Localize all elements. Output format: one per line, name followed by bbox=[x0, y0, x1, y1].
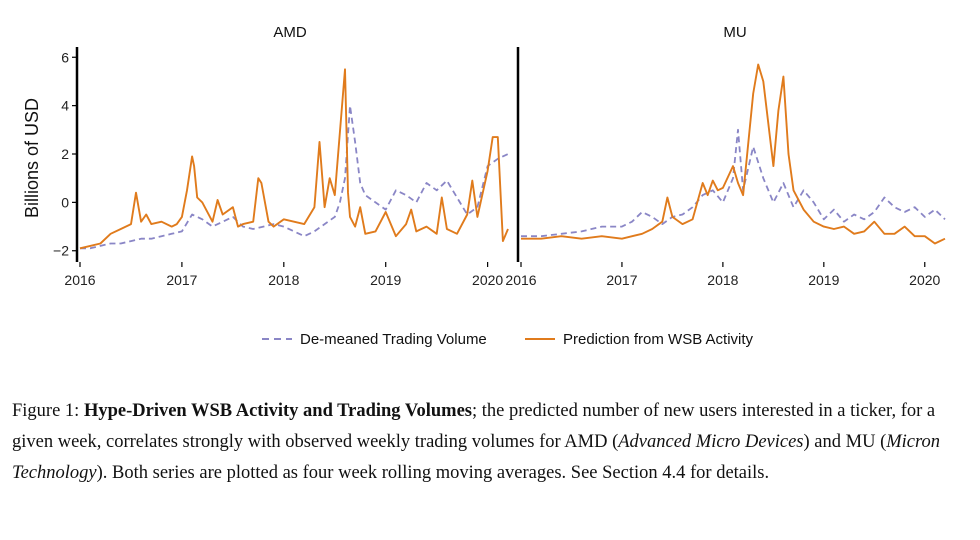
caption-prefix: Figure 1: bbox=[12, 401, 84, 421]
amd-prediction-line bbox=[79, 68, 509, 250]
caption-text-3: ). Both series are plotted as four week … bbox=[96, 463, 770, 483]
legend-volume-label: De-meaned Trading Volume bbox=[300, 331, 487, 348]
caption-text-1: ; the predicted number of new users inte… bbox=[12, 401, 936, 452]
mu-prediction-line bbox=[521, 63, 946, 245]
caption-text-2: ) and MU ( bbox=[803, 432, 887, 452]
figure: AMD Billions of USD −2 0 2 4 6 2016 2017 2018 2… bbox=[22, 24, 946, 348]
amd-y-ticks: −2 0 2 4 6 bbox=[53, 49, 77, 259]
legend: De-meaned Trading Volume Prediction from… bbox=[262, 331, 754, 348]
mu-series bbox=[521, 63, 946, 245]
mu-panel-title: MU bbox=[723, 24, 746, 41]
caption-italic-mu: Micron Technology bbox=[12, 432, 941, 483]
mu-x-tick-label: 2019 bbox=[808, 272, 839, 288]
caption-italic-amd: Advanced Micro Devices bbox=[618, 432, 804, 452]
amd-series bbox=[79, 68, 509, 250]
y-tick-label: −2 bbox=[53, 243, 69, 259]
caption-bold-title: Hype-Driven WSB Activity and Trading Vol… bbox=[83, 401, 473, 421]
mu-volume-line bbox=[521, 128, 946, 238]
amd-x-tick-label: 2020 bbox=[472, 272, 503, 288]
amd-volume-line bbox=[80, 104, 509, 250]
amd-x-ticks: 2016 2017 2018 2019 2020 bbox=[64, 262, 503, 288]
y-axis-title: Billions of USD bbox=[22, 98, 42, 218]
amd-x-tick-label: 2017 bbox=[166, 272, 197, 288]
amd-panel-title: AMD bbox=[273, 24, 307, 41]
y-tick-label: 2 bbox=[61, 146, 69, 162]
y-tick-label: 4 bbox=[61, 98, 69, 114]
amd-x-tick-label: 2016 bbox=[64, 272, 95, 288]
y-tick-label: 0 bbox=[61, 194, 69, 210]
y-tick-label: 6 bbox=[61, 49, 69, 65]
amd-x-tick-label: 2019 bbox=[370, 272, 401, 288]
mu-panel: MU 2016 2017 2018 2019 2020 bbox=[505, 24, 946, 288]
mu-x-tick-label: 2018 bbox=[707, 272, 738, 288]
mu-x-tick-label: 2016 bbox=[505, 272, 536, 288]
figure-caption: Figure 1: Hype-Driven WSB Activity and T… bbox=[12, 396, 962, 489]
amd-x-tick-label: 2018 bbox=[268, 272, 299, 288]
mu-x-tick-label: 2020 bbox=[909, 272, 940, 288]
mu-x-tick-label: 2017 bbox=[606, 272, 637, 288]
legend-prediction-label: Prediction from WSB Activity bbox=[563, 331, 754, 348]
mu-x-ticks: 2016 2017 2018 2019 2020 bbox=[505, 262, 941, 288]
